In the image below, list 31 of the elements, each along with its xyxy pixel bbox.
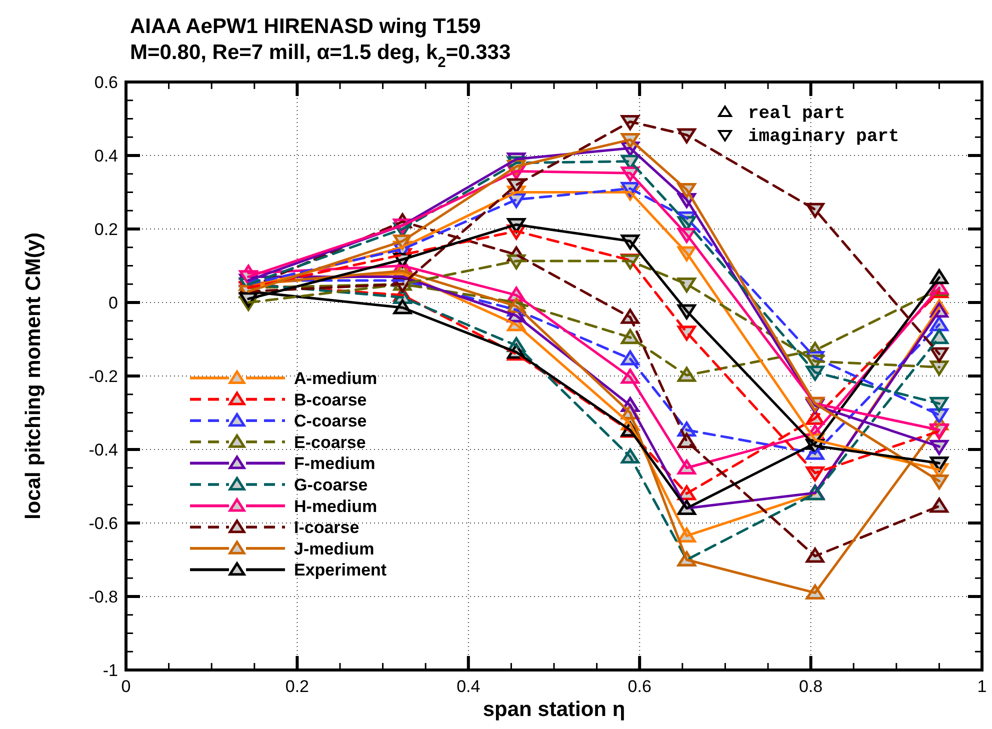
legend-label: G-coarse (294, 476, 368, 494)
y-tick-label: 0.6 (94, 73, 118, 92)
y-tick-label: 0 (108, 294, 118, 312)
x-tick-label: 0.2 (285, 677, 310, 696)
annotation: real part (748, 104, 846, 124)
legend-label: H-medium (294, 496, 378, 516)
legend-label: A-medium (294, 369, 378, 388)
legend-label: E-coarse (294, 432, 366, 452)
y-axis-title: local pitching moment CM(y) (22, 232, 45, 520)
y-tick-label: -0.4 (88, 440, 118, 460)
legend-label: C-coarse (294, 412, 367, 431)
chart-subtitle: M=0.80, Re=7 mill, α=1.5 deg, k$_{2}$=0.333 (130, 41, 511, 71)
x-tick-label: 0.6 (628, 677, 652, 696)
y-tick-label: -0.8 (88, 588, 118, 606)
y-tick-label: 0.2 (94, 220, 118, 239)
legend-label: B-coarse (294, 390, 367, 410)
y-tick-label: -0.2 (88, 367, 118, 386)
legend-label: I-coarse (294, 518, 360, 538)
y-tick-label: 0.4 (94, 146, 118, 166)
legend-label: F-medium (294, 454, 376, 474)
legend-label: J-medium (294, 539, 374, 558)
x-tick-label: 0.8 (798, 677, 823, 696)
chart-title: AIAA AePW1 HIRENASD wing T159 (130, 15, 481, 38)
x-axis-title: span station η (482, 698, 626, 721)
x-tick-label: 1 (977, 677, 987, 696)
x-tick-label: 0 (121, 677, 131, 696)
legend-label: Experiment (294, 560, 387, 580)
x-tick-label: 0.4 (456, 677, 480, 696)
y-tick-label: -0.6 (88, 514, 118, 533)
annotation: imaginary part (748, 127, 900, 147)
y-tick-label: -1 (102, 661, 118, 680)
